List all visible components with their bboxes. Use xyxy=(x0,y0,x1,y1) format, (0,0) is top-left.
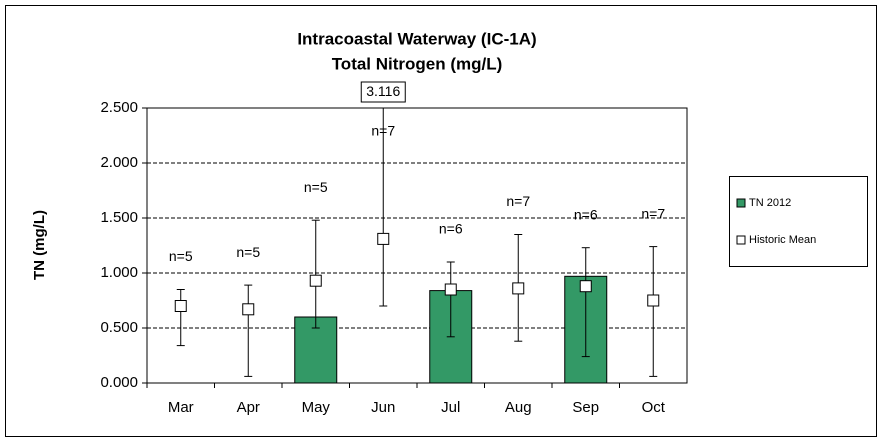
n-label: n=5 xyxy=(169,248,193,264)
plot-area xyxy=(146,107,688,384)
annotation-text: 3.116 xyxy=(366,83,400,99)
legend-box xyxy=(729,176,868,267)
n-label: n=5 xyxy=(236,244,260,260)
n-label: n=7 xyxy=(641,205,665,221)
mean-marker xyxy=(512,282,525,295)
y-tick-label: 1.500 xyxy=(100,209,138,226)
annotation: 3.116 xyxy=(360,81,406,103)
y-tick-label: 1.000 xyxy=(100,264,138,281)
mean-marker xyxy=(579,280,592,293)
mean-marker xyxy=(444,283,457,296)
mean-marker xyxy=(377,232,390,245)
mean-marker xyxy=(174,300,187,312)
x-tick-label: May xyxy=(302,399,331,416)
legend-swatch xyxy=(736,235,746,245)
legend-label: TN 2012 xyxy=(749,197,791,209)
mean-marker xyxy=(647,294,660,307)
x-tick-label: Sep xyxy=(572,399,599,416)
x-tick-label: Apr xyxy=(237,399,260,416)
x-tick-label: Oct xyxy=(642,399,666,416)
y-tick-label: 2.500 xyxy=(100,99,138,116)
x-tick-label: Mar xyxy=(168,399,194,416)
n-label: n=6 xyxy=(574,206,598,222)
legend-label: Historic Mean xyxy=(749,234,816,246)
legend-swatch xyxy=(736,198,746,208)
y-axis-title: TN (mg/L) xyxy=(31,210,48,280)
n-label: n=5 xyxy=(304,179,328,195)
n-label: n=7 xyxy=(506,193,530,209)
chart-title: Intracoastal Waterway (IC-1A) xyxy=(297,29,536,48)
mean-marker xyxy=(309,274,322,287)
n-label: n=7 xyxy=(371,123,395,139)
y-tick-label: 0.500 xyxy=(100,319,138,336)
mean-marker xyxy=(242,303,255,316)
n-label: n=6 xyxy=(439,221,463,237)
x-tick-label: Jun xyxy=(371,399,395,416)
legend: TN 2012 Historic Mean xyxy=(729,176,868,267)
y-tick-label: 2.000 xyxy=(100,154,138,171)
y-tick-label: 0.000 xyxy=(100,374,138,391)
x-tick-label: Aug xyxy=(505,399,532,416)
x-tick-label: Jul xyxy=(441,399,460,416)
chart-subtitle: Total Nitrogen (mg/L) xyxy=(332,54,503,73)
annotation-box xyxy=(360,81,406,103)
